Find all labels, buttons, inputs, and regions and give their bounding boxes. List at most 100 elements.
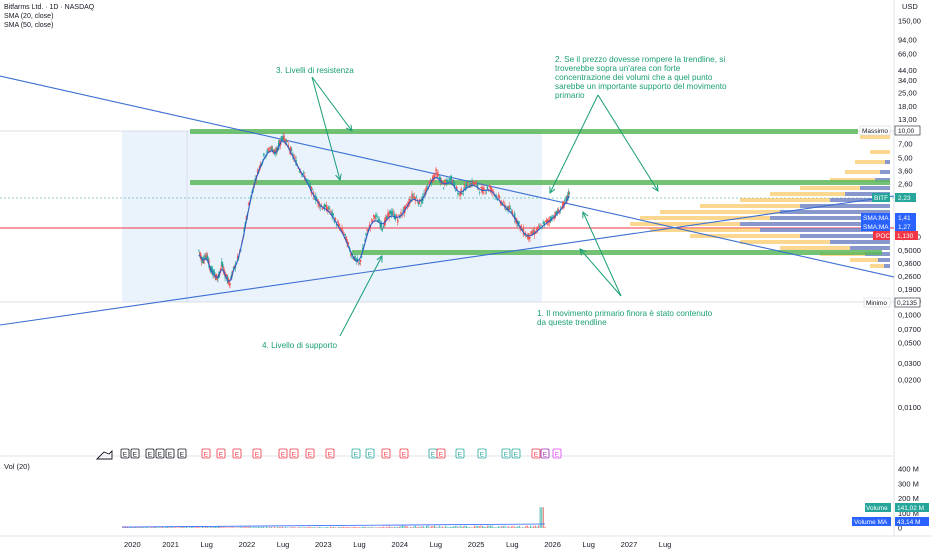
sma20-legend[interactable]: SMA (20, close) [4,13,54,20]
volume-bar [466,525,468,528]
candle-body [504,204,506,208]
volume-bar [142,527,144,528]
earnings-marker-glyph: E [180,451,185,458]
earnings-marker [477,448,487,459]
volume-bar [522,527,524,528]
candle-body [386,215,388,219]
volume-pane-title[interactable]: Vol (20) [4,462,30,471]
volume-profile-bar-down [760,228,890,232]
volume-bar [318,526,320,528]
candle-body [404,205,407,210]
candle-body [438,176,440,179]
timezone-icon[interactable] [95,449,113,460]
earnings-marker [351,448,361,459]
volume-bar [293,526,295,528]
volume-bar [544,526,546,528]
volume-bar [462,526,464,528]
arrow-3a [311,76,352,131]
candle-body [368,225,371,227]
volume-bar [181,526,183,528]
sma-line [198,140,570,283]
volume-profile-bar [690,234,890,238]
volume-bar [349,526,351,528]
earnings-marker-glyph: E [534,451,539,458]
time-tick: Lug [277,540,290,549]
annotation-1-line2: da queste trendline [537,318,607,327]
volume-bar [454,525,456,528]
earnings-marker-glyph: E [384,451,389,458]
candle-body [381,228,384,230]
massimo-value: 10,00 [898,128,915,135]
volume-bar [474,525,476,528]
candle-body [217,276,219,279]
time-tick: 2027 [621,540,638,549]
volume-profile-bar-down [770,216,890,220]
candle-body [435,168,437,172]
candle-body [236,256,239,259]
candle-body [479,191,481,193]
candle-body [398,214,400,216]
earnings-marker [232,448,242,459]
volume-bar [491,525,493,528]
earnings-marker [216,448,226,459]
minimo-label: Minimo [866,300,887,307]
volume-bar [317,527,319,528]
candle-body [469,186,471,188]
volume-tick: 300 M [898,479,919,488]
candle-body [385,217,387,222]
volume-bar [266,526,268,528]
candle-body [511,211,514,216]
symbol-title[interactable]: Bitfarms Ltd. · 1D · NASDAQ [4,4,95,11]
candle-body [388,211,390,218]
volume-bar [346,527,348,528]
candle-body [205,257,207,259]
candle-body [397,219,399,223]
volume-bar [418,527,420,528]
candle-body [344,233,346,236]
candle-body [394,216,397,220]
volume-bar [506,527,508,528]
volume-bars [121,507,546,529]
candle-body [311,188,314,190]
price-tick: 5,00 [898,153,913,162]
candle-body [279,144,281,146]
volume-bar [422,526,424,528]
candle-body [535,229,538,230]
earnings-marker [145,448,155,459]
volume-profile-bar [870,150,890,154]
volume-bar [374,527,376,528]
volume-bar [296,527,298,529]
volume-bar [394,526,396,528]
volume-bar [230,527,232,528]
volume-bar [442,526,444,528]
volume-bar [141,526,143,528]
volume-bar [306,527,308,528]
volume-bar [267,527,269,528]
earnings-marker-glyph: E [133,451,138,458]
candle-body [373,214,375,217]
volume-bar [298,527,300,528]
candle-body [286,141,289,142]
volume-ma-value: 43,14 M [897,519,921,526]
volume-bar [438,525,440,528]
price-tick: 0,1900 [898,285,921,294]
volume-bar [174,527,176,528]
volume-bar [339,526,341,528]
volume-bar [286,527,288,528]
candle-body [491,190,493,192]
candle-body [342,231,344,235]
sma50-legend[interactable]: SMA (50, close) [4,22,54,29]
volume-bar [245,526,247,528]
volume-tick: 0 [898,524,902,533]
price-tick: 0,0200 [898,375,921,384]
volume-bar [448,526,450,528]
volume-bar [406,526,408,528]
candle-body [281,138,283,141]
volume-bar [307,526,309,528]
volume-bar [294,527,296,528]
earnings-marker-glyph: E [123,451,128,458]
volume-bar [162,526,164,528]
candle-body [409,199,411,204]
